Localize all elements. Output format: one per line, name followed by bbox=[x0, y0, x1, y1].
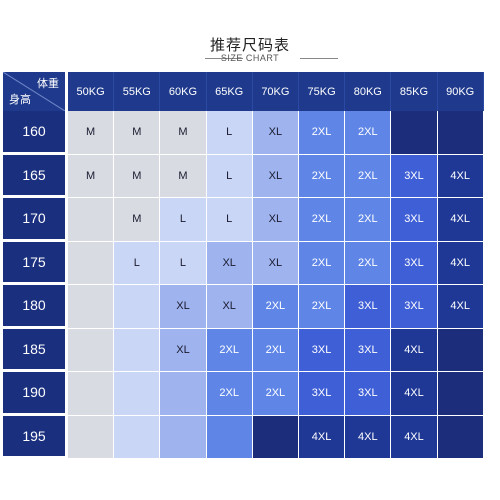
weight-header: 70KG bbox=[253, 72, 299, 111]
size-cell: 2XL bbox=[253, 329, 299, 373]
size-cell: 3XL bbox=[345, 372, 391, 416]
weight-header: 75KG bbox=[299, 72, 345, 111]
size-cell: XL bbox=[253, 198, 299, 242]
weight-header: 90KG bbox=[438, 72, 484, 111]
size-cell bbox=[114, 416, 160, 460]
height-header: 190 bbox=[3, 372, 65, 416]
weight-header: 60KG bbox=[160, 72, 206, 111]
size-cell: 4XL bbox=[391, 329, 437, 373]
height-header: 185 bbox=[3, 329, 65, 373]
size-cell bbox=[114, 372, 160, 416]
height-header: 195 bbox=[3, 416, 65, 460]
size-cell: L bbox=[207, 198, 253, 242]
weight-header: 50KG bbox=[68, 72, 114, 111]
size-cell: M bbox=[160, 111, 206, 155]
size-cell: XL bbox=[207, 242, 253, 286]
height-header: 180 bbox=[3, 285, 65, 329]
size-cell bbox=[114, 329, 160, 373]
size-cell: 2XL bbox=[207, 372, 253, 416]
size-cell bbox=[68, 329, 114, 373]
size-cell: 2XL bbox=[345, 198, 391, 242]
size-cell: M bbox=[68, 111, 114, 155]
size-cell bbox=[114, 285, 160, 329]
height-header: 165 bbox=[3, 155, 65, 199]
size-cell: 3XL bbox=[391, 285, 437, 329]
size-cell: M bbox=[114, 198, 160, 242]
size-cell: 4XL bbox=[391, 372, 437, 416]
size-cell bbox=[68, 372, 114, 416]
size-cell: 2XL bbox=[299, 242, 345, 286]
size-cell: L bbox=[207, 155, 253, 199]
size-cell bbox=[68, 242, 114, 286]
size-cell bbox=[68, 285, 114, 329]
size-cell: XL bbox=[253, 155, 299, 199]
size-cell: XL bbox=[160, 285, 206, 329]
size-cell bbox=[68, 198, 114, 242]
size-cell: XL bbox=[160, 329, 206, 373]
size-cell: XL bbox=[253, 111, 299, 155]
size-cell: 2XL bbox=[345, 155, 391, 199]
size-cell: M bbox=[114, 155, 160, 199]
size-cell: 2XL bbox=[345, 111, 391, 155]
size-cell: XL bbox=[207, 285, 253, 329]
weight-header: 85KG bbox=[391, 72, 437, 111]
size-cell: L bbox=[207, 111, 253, 155]
size-cell: 3XL bbox=[299, 329, 345, 373]
size-cell bbox=[253, 416, 299, 460]
size-cell: 3XL bbox=[299, 372, 345, 416]
size-cell: 2XL bbox=[299, 198, 345, 242]
size-cell: 4XL bbox=[391, 416, 437, 460]
size-cell bbox=[160, 416, 206, 460]
size-cell bbox=[438, 329, 484, 373]
size-cell: M bbox=[160, 155, 206, 199]
size-cell bbox=[207, 416, 253, 460]
size-cell: 3XL bbox=[345, 329, 391, 373]
size-cell: 2XL bbox=[299, 285, 345, 329]
size-cell: L bbox=[160, 198, 206, 242]
size-cell: 4XL bbox=[438, 155, 484, 199]
size-cell: M bbox=[114, 111, 160, 155]
size-cell: 3XL bbox=[391, 198, 437, 242]
size-cell bbox=[438, 372, 484, 416]
size-cell: 2XL bbox=[253, 372, 299, 416]
height-header: 160 bbox=[3, 111, 65, 155]
size-cell: 4XL bbox=[438, 198, 484, 242]
weight-header: 65KG bbox=[207, 72, 253, 111]
size-cell bbox=[160, 372, 206, 416]
size-cell: 3XL bbox=[345, 285, 391, 329]
size-cell: 4XL bbox=[438, 285, 484, 329]
size-cell bbox=[68, 416, 114, 460]
size-cell: M bbox=[68, 155, 114, 199]
size-cell: 2XL bbox=[299, 111, 345, 155]
size-cell: L bbox=[160, 242, 206, 286]
size-cell: 4XL bbox=[299, 416, 345, 460]
size-cell: 4XL bbox=[345, 416, 391, 460]
weight-header: 55KG bbox=[114, 72, 160, 111]
weight-header: 80KG bbox=[345, 72, 391, 111]
size-cell: 4XL bbox=[438, 242, 484, 286]
size-cell bbox=[391, 111, 437, 155]
size-cell: 2XL bbox=[299, 155, 345, 199]
height-header: 175 bbox=[3, 242, 65, 286]
size-cell: 3XL bbox=[391, 155, 437, 199]
size-cell: 2XL bbox=[345, 242, 391, 286]
size-cell: 2XL bbox=[207, 329, 253, 373]
size-cell bbox=[438, 111, 484, 155]
size-cell bbox=[438, 416, 484, 460]
size-cell: 2XL bbox=[253, 285, 299, 329]
size-cell: XL bbox=[253, 242, 299, 286]
height-header: 170 bbox=[3, 198, 65, 242]
size-cell: L bbox=[114, 242, 160, 286]
size-cell: 3XL bbox=[391, 242, 437, 286]
